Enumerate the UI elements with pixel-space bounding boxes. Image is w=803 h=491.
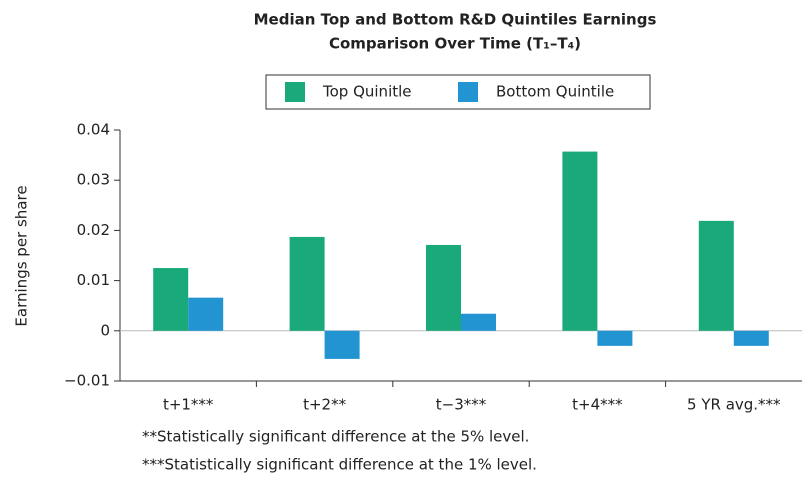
y-tick-label: −0.01	[64, 372, 110, 390]
bar	[597, 330, 633, 346]
bar	[153, 268, 189, 331]
legend-label: Top Quinitle	[322, 83, 412, 101]
y-tick-label: 0.01	[77, 271, 110, 289]
x-tick-label: t−3***	[436, 396, 487, 414]
y-axis-label: Earnings per share	[13, 185, 31, 326]
chart-title: Median Top and Bottom R&D Quintiles Earn…	[254, 11, 657, 29]
bar	[461, 313, 496, 331]
bar	[426, 244, 461, 331]
bar	[562, 151, 598, 331]
x-tick-label: t+2**	[303, 396, 346, 414]
note: ***Statistically significant difference …	[142, 456, 537, 474]
legend-swatch	[285, 82, 305, 102]
bar	[733, 330, 769, 346]
bar	[289, 236, 325, 331]
y-tick-label: 0.04	[77, 121, 110, 139]
bar	[698, 220, 734, 331]
y-tick-label: 0.03	[77, 171, 110, 189]
bar	[188, 297, 224, 331]
legend-swatch	[458, 82, 478, 102]
x-tick-label: t+1***	[163, 396, 214, 414]
x-tick-label: t+4***	[572, 396, 623, 414]
note: **Statistically significant difference a…	[142, 428, 529, 446]
y-tick-label: 0.02	[77, 221, 110, 239]
legend-box	[265, 74, 651, 110]
legend-label: Bottom Quintile	[496, 83, 614, 101]
y-tick-label: 0	[100, 321, 110, 339]
chart-title: Comparison Over Time (T₁–T₄)	[329, 35, 581, 53]
x-tick-label: 5 YR avg.***	[687, 396, 781, 414]
bar	[324, 330, 360, 359]
